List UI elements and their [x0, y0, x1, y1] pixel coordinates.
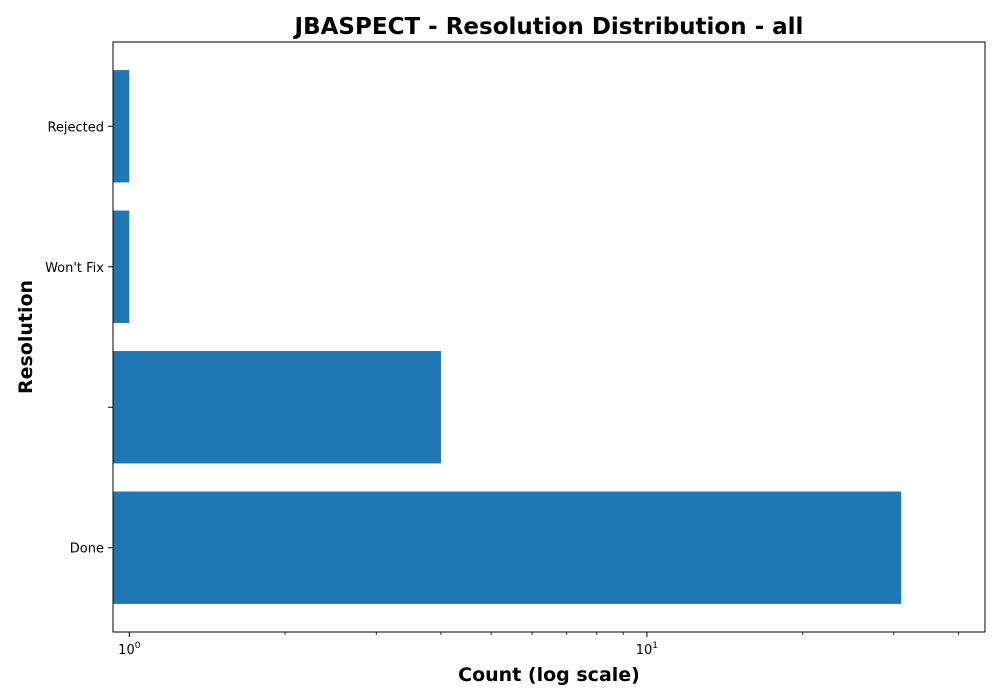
bar-done	[113, 491, 902, 604]
x-tick-label: 100	[118, 641, 141, 658]
bar-rejected	[113, 70, 130, 183]
bars-group	[113, 70, 902, 604]
bar-unlabeled	[113, 351, 441, 464]
bar-won-t-fix	[113, 210, 130, 323]
y-tick-label: Won't Fix	[45, 261, 104, 276]
x-axis-label: Count (log scale)	[458, 664, 640, 686]
y-tick-label: Done	[70, 542, 104, 557]
plot-frame	[112, 41, 986, 633]
y-tick-label: Rejected	[47, 120, 104, 135]
x-tick-label: 101	[636, 641, 658, 658]
y-axis-ticks: Done Won't Fix Rejected	[45, 120, 113, 557]
chart-title: JBASPECT - Resolution Distribution - all	[293, 14, 804, 40]
y-axis-label: Resolution	[15, 280, 37, 394]
x-axis-ticks: 100 101	[118, 632, 959, 658]
